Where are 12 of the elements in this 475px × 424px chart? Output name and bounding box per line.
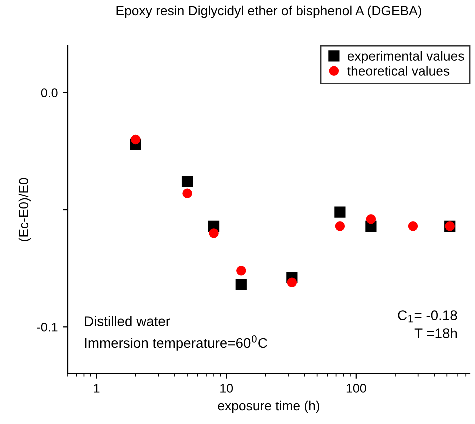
annotation: C$_{1}$= -0.18 T =18h <box>398 310 458 338</box>
x-tick-label: 10 <box>220 384 234 393</box>
x-tick-label: 1 <box>94 384 100 393</box>
y-tick-label: 0.0 <box>41 88 58 98</box>
legend-label: theoretical values <box>348 66 450 76</box>
annotation: Distilled water Immersion temperature=60$^{0}$C <box>85 316 268 351</box>
chart-title: Epoxy resin Diglycidyl ether of bisphenol A (DGEBA) <box>116 6 422 18</box>
x-axis-title: exposure time (h) <box>218 400 320 414</box>
legend-label: experimental values <box>348 51 464 64</box>
x-tick-label: 100 <box>346 384 366 393</box>
y-tick-label: -0.1 <box>37 322 58 332</box>
y-axis-title: (Ec-E0)/E0 <box>18 178 32 242</box>
